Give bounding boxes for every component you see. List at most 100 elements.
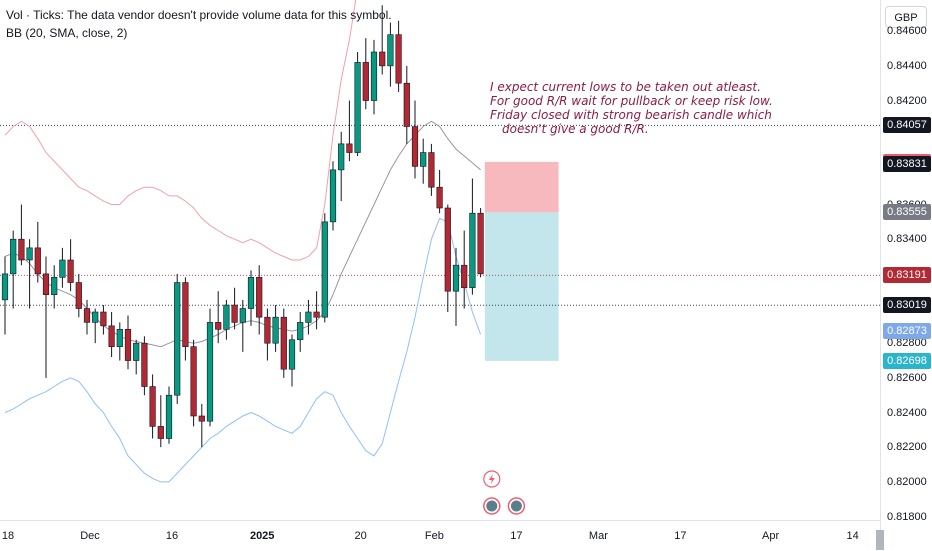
chart-plot-area[interactable]: Vol · Ticks: The data vendor doesn't pro… [0, 0, 880, 520]
candle-body-29 [231, 304, 238, 323]
candle-body-39 [313, 311, 320, 318]
price-tick-label: 0.82800 [887, 337, 927, 350]
candle-body-40 [321, 221, 328, 318]
price-scale[interactable]: GBP 0.81800 0.82000 0.82200 0.82400 0.82600 0… [880, 0, 932, 550]
annotation-line-2: For good R/R wait for pullback or keep r… [490, 94, 773, 108]
candle-body-58 [469, 212, 476, 289]
price-tick-label: 0.82600 [887, 371, 927, 384]
time-tick-label: Mar [588, 530, 608, 542]
candle-body-2 [10, 238, 17, 275]
price-tag-label[interactable]: 0.83019 [883, 297, 931, 314]
candle-body-26 [206, 322, 214, 422]
price-tick-label: 0.84400 [887, 59, 927, 72]
candle-body-7 [51, 277, 58, 295]
candle-body-17 [133, 342, 140, 361]
candle-body-6 [42, 273, 50, 295]
time-tick-label: 16 [165, 530, 179, 542]
candle-body-18 [141, 342, 148, 387]
candle-body-25 [198, 415, 205, 422]
bb-upper-band [4, 0, 357, 261]
time-tick-label: 18 [1, 530, 15, 542]
time-tick-label: Dec [80, 530, 100, 542]
candle-body-13 [100, 311, 107, 327]
currency-button[interactable]: GBP [885, 6, 927, 28]
candle-body-34 [272, 316, 279, 344]
scale-handle[interactable] [876, 530, 884, 550]
price-tag-label[interactable]: 0.83191 [883, 267, 931, 284]
candle-body-41 [329, 169, 337, 223]
annotation-line-4: doesn't give a good R/R. [502, 122, 649, 136]
candle-body-57 [461, 264, 468, 289]
earnings-event-dot-3 [510, 500, 522, 512]
candle-body-21 [165, 394, 173, 439]
price-tag-label[interactable]: 0.83831 [883, 156, 931, 173]
candle-body-30 [239, 308, 246, 323]
time-tick-label: 17 [674, 530, 687, 542]
candle-body-59 [477, 212, 484, 275]
candle-body-27 [215, 322, 222, 330]
price-tick-label: 0.83400 [887, 233, 927, 246]
candle-body-12 [92, 311, 99, 323]
candle-body-9 [67, 259, 74, 283]
volume-legend[interactable]: Vol · Ticks: The data vendor doesn't pro… [6, 8, 392, 22]
take-profit-zone [484, 212, 559, 361]
candle-body-44 [354, 62, 361, 153]
candle-body-32 [256, 277, 263, 318]
time-tick-label: 20 [354, 530, 367, 542]
candle-body-20 [157, 426, 164, 439]
price-tag-label[interactable]: 0.84057 [883, 117, 931, 134]
candle-body-47 [379, 51, 386, 67]
candle-body-56 [452, 264, 460, 292]
price-tick-label: 0.84600 [887, 25, 927, 38]
candle-body-24 [190, 346, 197, 417]
price-tick-label: 0.82200 [887, 441, 927, 454]
stop-loss-zone [484, 161, 559, 213]
candle-body-10 [75, 282, 82, 309]
candle-body-11 [83, 308, 91, 323]
candle-body-8 [59, 259, 66, 278]
candle-body-4 [26, 247, 33, 261]
price-tick-label: 0.84200 [887, 94, 927, 107]
price-tag-label[interactable]: 0.82873 [883, 322, 931, 339]
candle-body-37 [297, 322, 304, 341]
candle-body-14 [108, 325, 115, 347]
time-scale[interactable]: 18 Dec 16 2025 20 Feb 17 Mar 17 Apr 14 [0, 520, 880, 551]
candle-body-15 [116, 329, 123, 347]
candle-body-49 [395, 34, 402, 84]
candle-body-38 [305, 311, 312, 323]
candle-body-22 [174, 282, 181, 396]
time-tick-label: 14 [846, 530, 859, 542]
candle-body-36 [288, 339, 296, 370]
annotation-line-3: Friday closed with strong bearish candle… [490, 108, 772, 122]
annotation-line-1: I expect current lows to be taken out at… [490, 80, 761, 94]
time-tick-label: Apr [762, 530, 780, 542]
trade-note-annotation[interactable]: I expect current lows to be taken out at… [490, 80, 780, 136]
candle-body-16 [124, 329, 132, 361]
candle-body-53 [428, 152, 435, 188]
candle-body-54 [436, 186, 443, 209]
candle-body-50 [403, 82, 410, 127]
candlestick-chart[interactable] [0, 0, 880, 520]
price-tag-label[interactable]: 0.83555 [883, 204, 931, 221]
candle-body-28 [223, 304, 230, 330]
candle-body-45 [362, 62, 369, 101]
time-tick-label: Feb [424, 530, 444, 542]
candle-body-42 [338, 143, 345, 171]
candle-body-33 [264, 316, 271, 344]
time-tick-label: 2025 [249, 530, 275, 542]
candle-body-1 [1, 273, 9, 301]
candle-body-55 [444, 207, 451, 292]
price-tag-label[interactable]: 0.82698 [883, 352, 931, 369]
candle-body-19 [149, 386, 156, 427]
bollinger-bands-legend[interactable]: BB (20, SMA, close, 2) [6, 26, 128, 40]
candle-body-46 [370, 51, 378, 101]
candle-body-51 [411, 126, 419, 167]
candle-body-48 [387, 34, 394, 67]
candle-body-43 [346, 143, 353, 153]
candle-body-31 [247, 277, 255, 309]
candle-body-3 [18, 238, 25, 261]
price-tick-label: 0.82000 [887, 475, 927, 488]
candle-body-5 [34, 247, 41, 275]
bb-lower-band [4, 217, 482, 483]
